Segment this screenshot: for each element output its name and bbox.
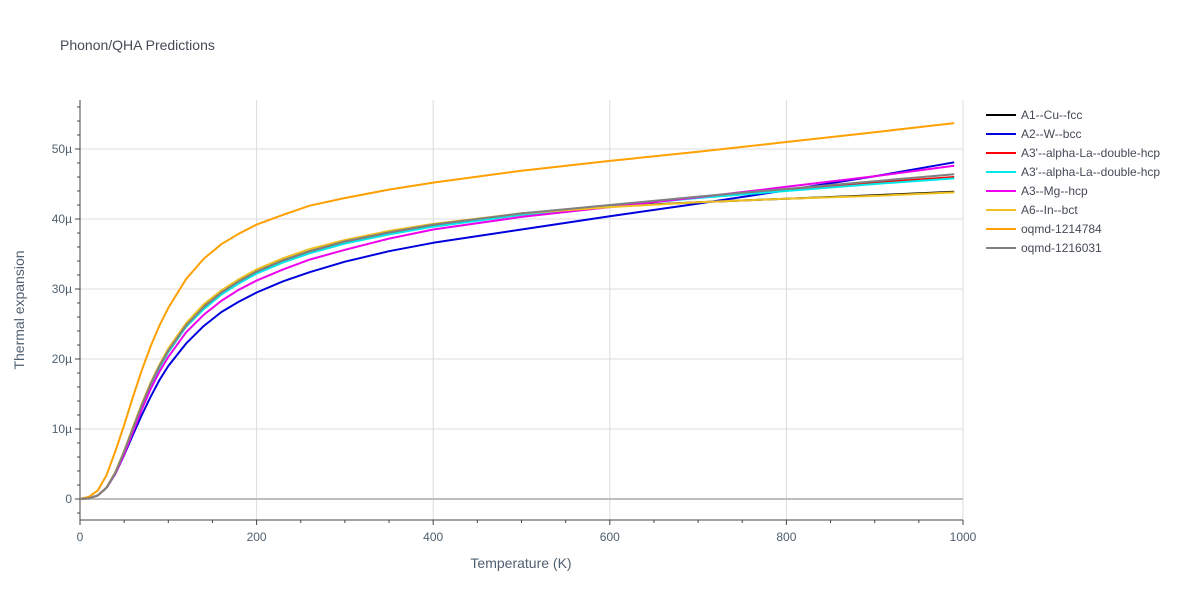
legend-item-3[interactable]: A3'--alpha-La--double-hcp <box>986 146 1160 160</box>
y-tick-label: 10µ <box>52 422 72 436</box>
y-tick-label: 50µ <box>52 142 72 156</box>
legend-item-7[interactable]: oqmd-1214784 <box>986 222 1102 236</box>
legend-item-2[interactable]: A2--W--bcc <box>986 127 1081 141</box>
x-tick-label: 200 <box>247 530 267 544</box>
series-line-6[interactable] <box>79 191 955 500</box>
x-tick-label: 800 <box>776 530 796 544</box>
x-tick-label: 600 <box>600 530 620 544</box>
y-tick-label: 40µ <box>52 212 72 226</box>
series-line-8[interactable] <box>79 173 955 500</box>
legend-label: A3'--alpha-La--double-hcp <box>1021 146 1160 160</box>
legend-label: A3'--alpha-La--double-hcp <box>1021 165 1160 179</box>
legend-label: A3--Mg--hcp <box>1021 184 1088 198</box>
y-tick-label: 0 <box>65 492 72 506</box>
plot-area[interactable] <box>79 122 955 500</box>
x-axis-ticks: 0 200 400 600 800 1000 <box>77 520 977 544</box>
legend-label: A6--In--bct <box>1021 203 1078 217</box>
axes <box>79 100 963 521</box>
grid <box>80 100 964 520</box>
legend-label: A1--Cu--fcc <box>1021 108 1082 122</box>
legend-label: A2--W--bcc <box>1021 127 1081 141</box>
y-tick-label: 30µ <box>52 282 72 296</box>
legend-item-6[interactable]: A6--In--bct <box>986 203 1078 217</box>
legend-item-8[interactable]: oqmd-1216031 <box>986 241 1102 255</box>
x-tick-label: 0 <box>77 530 84 544</box>
x-axis-title: Temperature (K) <box>470 555 571 571</box>
series-line-3[interactable] <box>79 176 955 500</box>
legend-item-5[interactable]: A3--Mg--hcp <box>986 184 1088 198</box>
series-line-2[interactable] <box>79 161 955 500</box>
legend-item-4[interactable]: A3'--alpha-La--double-hcp <box>986 165 1160 179</box>
series-line-4[interactable] <box>79 177 955 500</box>
series-line-7[interactable] <box>79 122 955 500</box>
y-axis-title: Thermal expansion <box>11 250 27 369</box>
series-line-1[interactable] <box>79 190 955 500</box>
y-tick-label: 20µ <box>52 352 72 366</box>
legend-label: oqmd-1216031 <box>1021 241 1102 255</box>
legend-label: oqmd-1214784 <box>1021 222 1102 236</box>
legend[interactable]: A1--Cu--fcc A2--W--bcc A3'--alpha-La--doub… <box>986 108 1160 255</box>
legend-item-1[interactable]: A1--Cu--fcc <box>986 108 1082 122</box>
y-axis-ticks: 0 10µ 20µ 30µ 40µ 50µ <box>52 106 80 514</box>
x-tick-label: 400 <box>423 530 443 544</box>
chart-title: Phonon/QHA Predictions <box>60 37 215 53</box>
x-tick-label: 1000 <box>950 530 977 544</box>
